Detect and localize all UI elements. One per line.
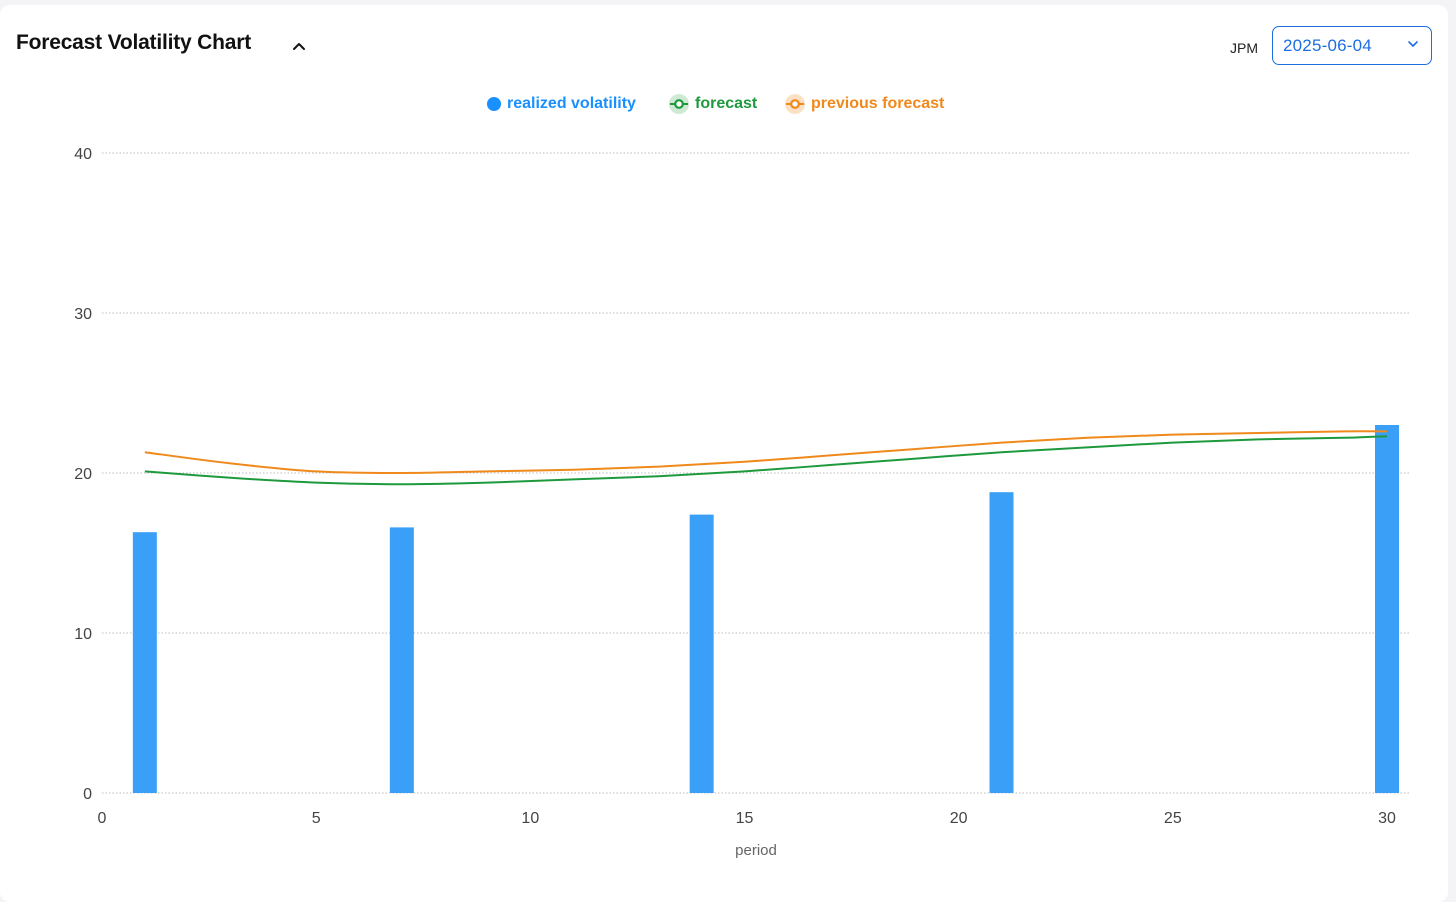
y-tick-label: 10 (74, 626, 92, 643)
x-tick-label: 15 (736, 810, 754, 827)
bar-realized-volatility (132, 532, 157, 793)
x-tick-label: 25 (1164, 810, 1182, 827)
date-select[interactable]: 2025-06-04 (1272, 26, 1432, 65)
x-tick-label: 20 (950, 810, 968, 827)
chevron-up-icon (293, 43, 305, 50)
chart-legend: realized volatility forecast previous fo… (0, 93, 1448, 115)
bar-realized-volatility (389, 527, 414, 793)
legend-label-realized-volatility: realized volatility (507, 95, 636, 112)
y-tick-label: 0 (83, 786, 92, 803)
legend-item-previous-forecast[interactable]: previous forecast (785, 93, 944, 115)
y-tick-label: 20 (74, 466, 92, 483)
legend-swatch-previous-forecast (785, 94, 805, 114)
legend-label-forecast: forecast (695, 95, 758, 112)
chart-header: Forecast Volatility Chart JPM 2025-06-04 (16, 26, 1436, 71)
legend-swatch-realized (487, 97, 501, 111)
ticker-label: JPM (1230, 40, 1258, 56)
legend-label-previous-forecast: previous forecast (811, 95, 945, 112)
x-tick-label: 30 (1378, 810, 1396, 827)
x-tick-label: 10 (521, 810, 539, 827)
y-tick-label: 40 (74, 146, 92, 163)
chevron-down-icon (1408, 41, 1418, 47)
bar-realized-volatility (1375, 425, 1399, 793)
legend-item-realized-volatility[interactable]: realized volatility (487, 93, 636, 115)
x-tick-label: 5 (312, 810, 321, 827)
y-tick-label: 30 (74, 306, 92, 323)
bar-realized-volatility (989, 492, 1014, 793)
legend-swatch-forecast (669, 94, 689, 114)
chart-card: Forecast Volatility Chart JPM 2025-06-04 (0, 5, 1448, 902)
date-select-value: 2025-06-04 (1283, 36, 1372, 55)
collapse-button[interactable] (288, 35, 310, 57)
line-forecast (144, 435, 1388, 486)
x-tick-label: 0 (98, 810, 107, 827)
line-previous-forecast (144, 430, 1388, 475)
chart-title: Forecast Volatility Chart (16, 31, 252, 54)
bar-realized-volatility (689, 514, 714, 793)
x-axis-label: period (735, 842, 777, 859)
legend-item-forecast[interactable]: forecast (669, 93, 757, 115)
